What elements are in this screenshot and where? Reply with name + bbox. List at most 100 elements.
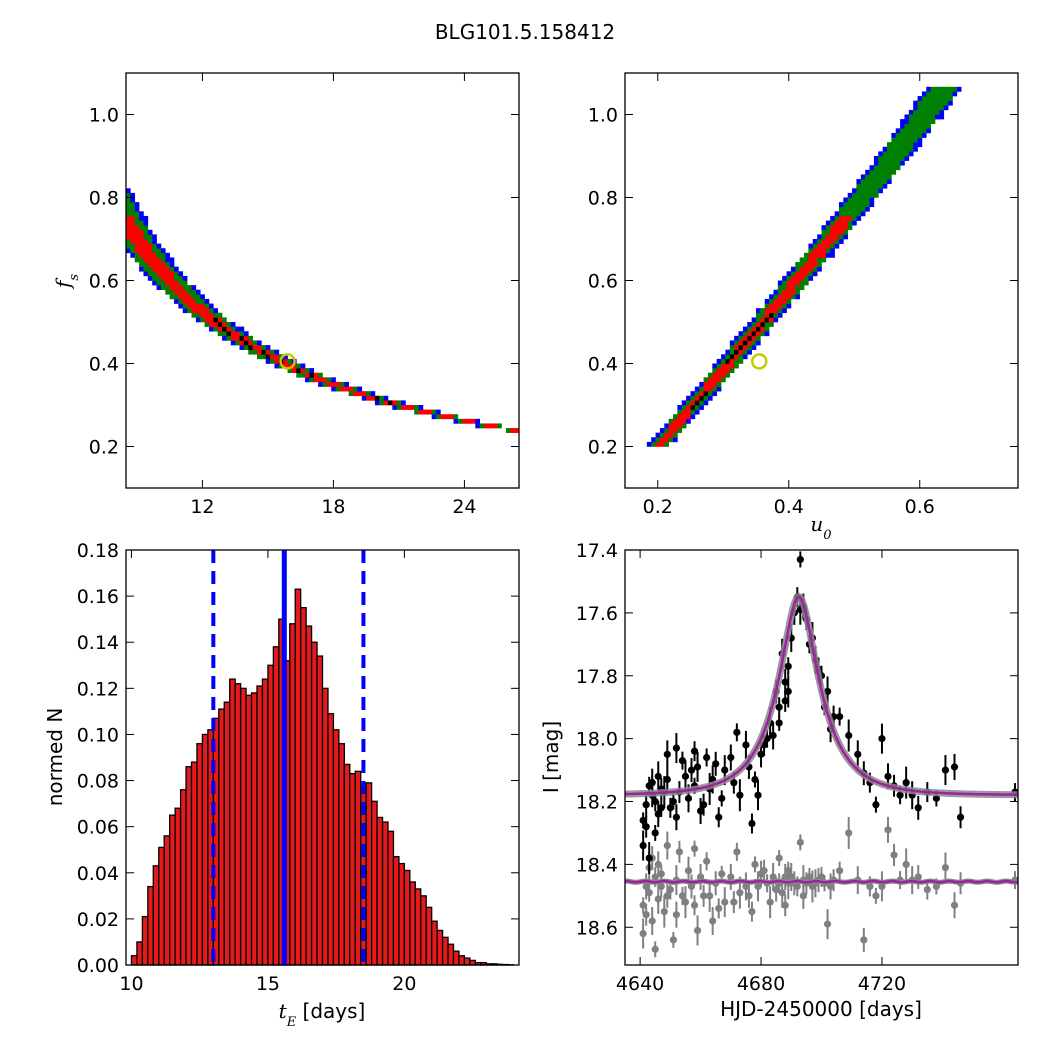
- outer-region-cell: [130, 198, 135, 203]
- mid-region-cell: [948, 87, 953, 92]
- outer-region-cell: [660, 428, 665, 433]
- mid-region-cell: [870, 193, 875, 198]
- outer-region-cell: [839, 202, 844, 207]
- x-axis-label: u0: [810, 512, 831, 543]
- outer-region-cell: [305, 377, 310, 382]
- mid-region-cell: [157, 248, 162, 253]
- histogram-bar: [246, 695, 251, 965]
- inner-region-cell: [139, 230, 144, 235]
- inner-region-cell: [747, 340, 752, 345]
- y-tick-label: 0.14: [77, 632, 119, 654]
- mid-region-cell: [939, 101, 944, 106]
- inner-region-cell: [488, 423, 493, 428]
- core-region-cell: [309, 373, 314, 378]
- inner-region-cell: [791, 276, 796, 281]
- histogram-bar: [344, 764, 349, 965]
- mid-region-cell: [192, 294, 197, 299]
- inner-region-cell: [187, 304, 192, 309]
- mid-region-cell: [231, 327, 236, 332]
- mid-region-cell: [896, 147, 901, 152]
- outer-region-cell: [922, 91, 927, 96]
- mid-region-cell: [883, 179, 888, 184]
- mid-region-cell: [935, 96, 940, 101]
- inner-region-cell: [835, 230, 840, 235]
- inner-region-cell: [800, 276, 805, 281]
- mid-region-cell: [725, 373, 730, 378]
- data-point: [845, 829, 852, 836]
- outer-region-cell: [926, 87, 931, 92]
- inner-region-cell: [139, 248, 144, 253]
- mid-region-cell: [157, 276, 162, 281]
- mid-region-cell: [209, 308, 214, 313]
- mid-region-cell: [822, 257, 827, 262]
- mid-region-cell: [743, 331, 748, 336]
- mid-region-cell: [891, 147, 896, 152]
- inner-region-cell: [222, 322, 227, 327]
- outer-region-cell: [743, 327, 748, 332]
- inner-region-cell: [830, 230, 835, 235]
- inner-region-cell: [135, 239, 140, 244]
- mid-region-cell: [126, 239, 131, 244]
- mid-region-cell: [861, 207, 866, 212]
- mid-region-cell: [747, 345, 752, 350]
- core-region-cell: [266, 354, 271, 359]
- inner-region-cell: [677, 423, 682, 428]
- inner-region-cell: [791, 285, 796, 290]
- mid-region-cell: [883, 156, 888, 161]
- outer-region-cell: [266, 345, 271, 350]
- inner-region-cell: [130, 230, 135, 235]
- inner-region-cell: [795, 271, 800, 276]
- mid-region-cell: [874, 174, 879, 179]
- mid-region-cell: [739, 354, 744, 359]
- outer-region-cell: [699, 382, 704, 387]
- inner-region-cell: [686, 410, 691, 415]
- mid-region-cell: [677, 428, 682, 433]
- data-point: [770, 732, 777, 739]
- inner-region-cell: [669, 428, 674, 433]
- inner-region-cell: [787, 290, 792, 295]
- y-tick-label: 0.08: [77, 771, 119, 793]
- inner-region-cell: [673, 423, 678, 428]
- inner-region-cell: [704, 387, 709, 392]
- mid-region-cell: [686, 400, 691, 405]
- x-tick-label: 4720: [858, 973, 906, 995]
- mid-region-cell: [922, 115, 927, 120]
- outer-region-cell: [843, 198, 848, 203]
- mid-region-cell: [817, 257, 822, 262]
- outer-region-cell: [673, 437, 678, 442]
- mid-region-cell: [397, 400, 402, 405]
- inner-region-cell: [331, 382, 336, 387]
- inner-region-cell: [240, 340, 245, 345]
- mid-region-cell: [765, 322, 770, 327]
- outer-region-cell: [196, 290, 201, 295]
- mid-region-cell: [756, 336, 761, 341]
- outer-region-cell: [730, 340, 735, 345]
- data-point: [703, 754, 710, 761]
- inner-region-cell: [126, 230, 131, 235]
- outer-region-cell: [870, 198, 875, 203]
- mid-region-cell: [843, 202, 848, 207]
- mid-region-cell: [913, 110, 918, 115]
- outer-region-cell: [717, 387, 722, 392]
- histogram-bar: [175, 808, 180, 965]
- mid-region-cell: [948, 91, 953, 96]
- mid-region-cell: [900, 142, 905, 147]
- mid-region-cell: [791, 294, 796, 299]
- data-point: [715, 814, 722, 821]
- mid-region-cell: [773, 313, 778, 318]
- inner-region-cell: [830, 234, 835, 239]
- histogram-bar: [197, 744, 202, 965]
- mid-region-cell: [861, 179, 866, 184]
- mid-region-cell: [174, 271, 179, 276]
- outer-region-cell: [178, 271, 183, 276]
- inner-region-cell: [183, 290, 188, 295]
- mid-region-cell: [856, 198, 861, 203]
- mid-region-cell: [712, 368, 717, 373]
- mid-region-cell: [931, 91, 936, 96]
- inner-region-cell: [283, 359, 288, 364]
- mid-region-cell: [414, 410, 419, 415]
- mid-region-cell: [765, 304, 770, 309]
- data-point: [673, 744, 680, 751]
- mid-region-cell: [813, 244, 818, 249]
- histogram: [131, 550, 513, 965]
